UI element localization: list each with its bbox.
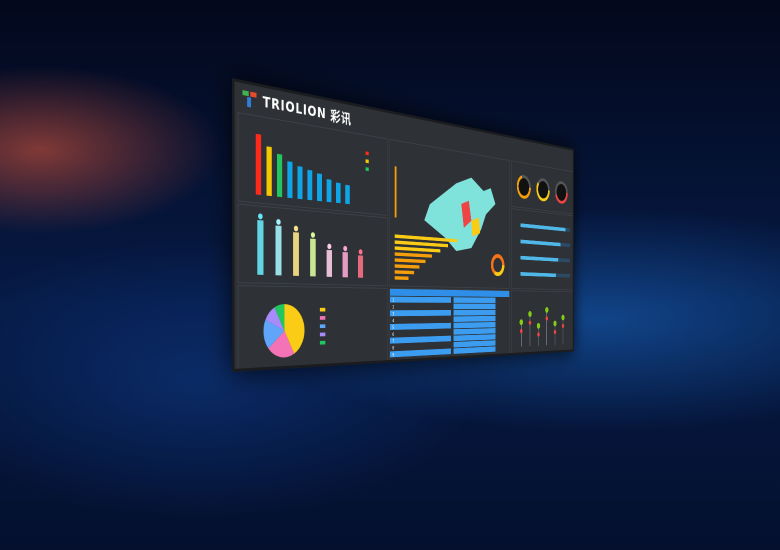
dot bbox=[537, 332, 540, 337]
table-row bbox=[453, 315, 496, 322]
bar bbox=[394, 264, 420, 269]
bar bbox=[394, 246, 441, 253]
table-row bbox=[453, 346, 496, 354]
dot bbox=[545, 307, 549, 313]
ranking-bar-chart bbox=[237, 111, 388, 216]
row-index: 1 bbox=[392, 298, 394, 304]
gauge-panel bbox=[511, 160, 574, 215]
dot bbox=[561, 314, 565, 321]
table-row bbox=[389, 296, 452, 303]
bar bbox=[277, 153, 283, 198]
bar-cap bbox=[358, 249, 363, 255]
bar-cap bbox=[276, 218, 281, 225]
pie-slice bbox=[265, 307, 285, 332]
bar bbox=[520, 272, 556, 278]
table-row bbox=[453, 297, 496, 303]
bar-cap bbox=[327, 243, 332, 250]
legend-swatch bbox=[319, 324, 326, 329]
bar bbox=[255, 133, 262, 196]
bar bbox=[275, 225, 282, 276]
bar bbox=[520, 255, 559, 262]
dot bbox=[561, 323, 565, 329]
horizontal-bar-panel bbox=[511, 208, 574, 291]
bar bbox=[297, 166, 303, 200]
row-index: 2 bbox=[392, 305, 394, 311]
dot bbox=[553, 329, 557, 335]
china-map bbox=[424, 170, 496, 254]
bar bbox=[310, 238, 316, 277]
bar bbox=[358, 255, 364, 278]
bar bbox=[342, 252, 348, 278]
legend-swatch bbox=[365, 151, 369, 156]
map-panel bbox=[389, 138, 510, 289]
table-header bbox=[389, 288, 510, 298]
dot bbox=[528, 311, 532, 317]
dot bbox=[545, 316, 549, 321]
bar bbox=[520, 223, 566, 232]
table-row bbox=[453, 309, 496, 316]
legend-swatch bbox=[319, 316, 326, 320]
dot bbox=[519, 319, 524, 326]
bar bbox=[293, 232, 299, 276]
bar bbox=[336, 182, 341, 204]
legend-swatch bbox=[319, 332, 326, 337]
bar-cap bbox=[293, 225, 299, 232]
lollipop-chart bbox=[511, 290, 574, 355]
bar bbox=[520, 239, 561, 247]
table-row bbox=[389, 322, 452, 330]
bar-cap bbox=[258, 213, 263, 220]
row-index: 9 bbox=[392, 353, 394, 359]
legend-gradient bbox=[394, 166, 397, 218]
table-row bbox=[453, 321, 496, 329]
brand-name-cn: 彩讯 bbox=[330, 107, 352, 128]
legend-swatch bbox=[365, 159, 369, 164]
table-row bbox=[453, 334, 496, 342]
legend-swatch bbox=[319, 307, 326, 312]
row-index: 5 bbox=[392, 325, 394, 331]
row-index: 3 bbox=[392, 312, 394, 318]
bar bbox=[257, 220, 264, 275]
gradient-bar-chart bbox=[237, 203, 388, 287]
bar-cap bbox=[310, 232, 316, 238]
row-index: 8 bbox=[392, 346, 394, 352]
table-row bbox=[453, 328, 496, 335]
bar bbox=[326, 179, 332, 203]
table-row bbox=[389, 335, 452, 344]
bar bbox=[326, 249, 333, 277]
row-index: 7 bbox=[392, 339, 394, 345]
pie-slice bbox=[284, 304, 305, 355]
bar bbox=[394, 270, 415, 275]
dot bbox=[553, 320, 557, 327]
bar bbox=[394, 276, 409, 280]
bar bbox=[345, 184, 350, 205]
table-row bbox=[453, 303, 496, 310]
bar-cap bbox=[343, 245, 348, 252]
dot bbox=[528, 320, 532, 325]
pie-chart-panel bbox=[237, 285, 388, 371]
row-index: 4 bbox=[392, 318, 394, 324]
bar bbox=[394, 240, 448, 248]
bar bbox=[307, 169, 313, 201]
table-row bbox=[453, 340, 496, 348]
dot bbox=[536, 322, 541, 329]
bar bbox=[394, 252, 432, 258]
table-row bbox=[389, 348, 452, 358]
dot bbox=[519, 328, 523, 334]
bar bbox=[317, 173, 322, 202]
legend-swatch bbox=[365, 167, 369, 172]
bar bbox=[394, 258, 426, 264]
table-row bbox=[389, 310, 452, 317]
bar bbox=[287, 161, 293, 199]
logo-icon bbox=[242, 90, 258, 109]
bar bbox=[266, 146, 272, 197]
row-index: 6 bbox=[392, 332, 394, 338]
legend-swatch bbox=[319, 340, 326, 345]
